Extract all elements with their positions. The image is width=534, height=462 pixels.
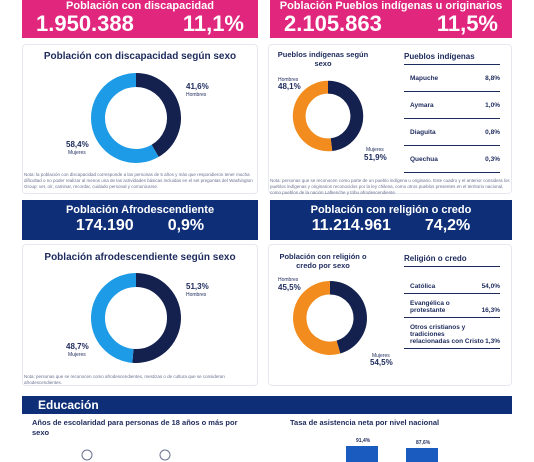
afro-sex-title: Población afrodescendiente según sexo — [44, 252, 236, 263]
table-row: Quechua 0,3% — [404, 146, 500, 173]
row-value: 0,8% — [485, 128, 500, 136]
row-value: 54,0% — [481, 283, 500, 290]
donut-slice-men — [329, 281, 367, 354]
table-row: Católica 54,0% — [404, 267, 500, 294]
religion-band-title: Población con religión o credo — [310, 204, 472, 216]
row-name: Otros cristianos y tradiciones relaciona… — [410, 324, 484, 345]
disability-women-pct: 58,4% — [66, 140, 89, 149]
row-value: 1,0% — [485, 101, 500, 109]
table-row: Mapuche 8,8% — [404, 65, 500, 92]
afro-donut — [91, 273, 181, 363]
religion-band-value: 11.214.961 — [311, 217, 391, 234]
person-male-icon — [159, 449, 171, 461]
indigenous-footnote: Nota: personas que se reconocen como par… — [270, 178, 510, 195]
indigenous-card — [268, 44, 512, 194]
religion-women-label: Mujeres — [372, 353, 390, 359]
row-name: Quechua — [410, 155, 438, 163]
afro-men-label: Hombres — [186, 292, 207, 298]
afro-band-value: 174.190 — [75, 217, 134, 234]
table-row: Aymara 1,0% — [404, 92, 500, 119]
donut-slice-men — [132, 273, 181, 363]
disability-band-value: 1.950.388 — [36, 11, 134, 36]
disability-band-percent: 11,1% — [182, 11, 244, 36]
row-value: 0,3% — [485, 155, 500, 163]
afro-footnote: Nota: personas que se reconocen como afr… — [24, 374, 225, 385]
indigenous-sex-title: Pueblos indígenas según sexo — [277, 50, 369, 68]
religion-sex-title: Población con religión o credo por sexo — [279, 252, 367, 270]
row-name: Aymara — [410, 101, 434, 109]
row-value: 16,3% — [481, 307, 500, 314]
table-row: Evangélica o protestante 16,3% — [404, 294, 500, 318]
disability-footnote: Nota: la población con discapacidad corr… — [24, 172, 253, 189]
education-band: Educación — [22, 396, 512, 414]
indigenous-band: Población Pueblos indígenas u originario… — [270, 0, 512, 38]
disability-band: Población con discapacidad 1.950.388 11,… — [22, 0, 258, 38]
indigenous-band-percent: 11,5% — [436, 11, 498, 36]
religion-band: Población con religión o credo 11.214.96… — [270, 200, 512, 240]
disability-men-label: Hombres — [186, 92, 207, 98]
row-value: 8,8% — [485, 74, 500, 82]
indigenous-men-label: Hombres — [278, 77, 299, 83]
donut-slice-women — [292, 80, 333, 152]
indigenous-band-value: 2.105.863 — [284, 11, 382, 36]
afro-men-pct: 51,3% — [186, 282, 209, 291]
religion-table: Religión o credo Católica 54,0% Evangélic… — [404, 254, 500, 349]
indigenous-men-pct: 48,1% — [278, 82, 301, 91]
afro-band: Población Afrodescendiente 174.190 0,9% — [22, 200, 258, 240]
person-female-icon — [81, 449, 93, 461]
donut-slice-women — [91, 73, 159, 163]
disability-sex-card — [22, 44, 258, 194]
table-row: Otros cristianos y tradiciones relaciona… — [404, 318, 500, 349]
bar-label: 91,4% — [356, 438, 371, 444]
religion-men-pct: 45,5% — [278, 283, 301, 292]
disability-women-label: Mujeres — [68, 150, 86, 156]
row-name: Diaguita — [410, 128, 436, 136]
afro-band-title: Población Afrodescendiente — [65, 204, 215, 216]
row-value: 1,3% — [485, 338, 500, 345]
disability-donut — [91, 73, 181, 163]
row-name: Mapuche — [410, 74, 439, 82]
religion-men-label: Hombres — [278, 277, 299, 283]
donut-slice-men — [327, 80, 364, 151]
afro-band-percent: 0,9% — [167, 217, 205, 234]
afro-women-pct: 48,7% — [66, 342, 89, 351]
bar-label: 87,6% — [416, 440, 431, 446]
row-name: Evangélica o protestante — [410, 300, 450, 314]
indigenous-women-pct: 51,9% — [364, 153, 387, 162]
indigenous-table-title: Pueblos indígenas — [404, 52, 500, 65]
donut-slice-women — [91, 273, 137, 363]
religion-band-percent: 74,2% — [424, 217, 471, 234]
education-right-title: Tasa de asistencia neta por nivel nacion… — [290, 418, 440, 427]
disability-sex-title: Población con discapacidad según sexo — [43, 51, 237, 62]
indigenous-donut — [292, 80, 364, 152]
education-left-title: Años de escolaridad para personas de 18 … — [32, 418, 238, 437]
attendance-bar — [406, 448, 438, 462]
disability-men-pct: 41,6% — [186, 82, 209, 91]
row-name: Católica — [410, 283, 436, 290]
indigenous-women-label: Mujeres — [366, 147, 384, 153]
indigenous-table: Pueblos indígenas Mapuche 8,8% Aymara 1,0%… — [404, 52, 500, 173]
donut-slice-men — [135, 73, 181, 157]
attendance-bar — [346, 446, 378, 462]
disability-band-title: Población con discapacidad — [66, 0, 214, 12]
donut-slice-women — [293, 281, 341, 355]
religion-women-pct: 54,5% — [370, 358, 393, 367]
religion-donut — [293, 281, 367, 355]
religion-card — [268, 244, 512, 386]
religion-table-title: Religión o credo — [404, 254, 500, 267]
table-row: Diaguita 0,8% — [404, 119, 500, 146]
indigenous-band-title: Población Pueblos indígenas u originario… — [279, 0, 503, 12]
afro-women-label: Mujeres — [68, 352, 86, 358]
